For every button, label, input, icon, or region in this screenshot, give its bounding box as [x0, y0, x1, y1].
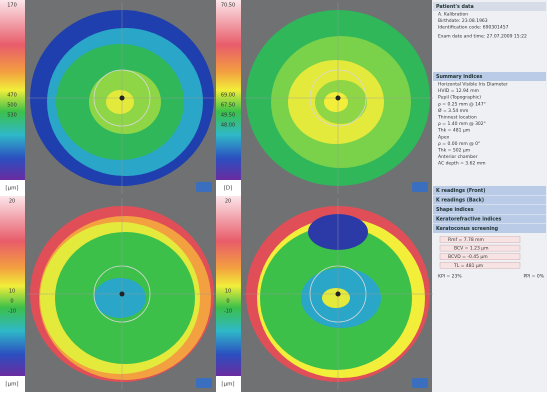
section-header[interactable]: [433, 2, 546, 11]
map-button[interactable]: [412, 182, 428, 192]
section-title: K readings (Front): [436, 188, 485, 194]
map-region: [106, 90, 134, 114]
info-line: Rmf = 7.78 mm: [448, 237, 484, 243]
section-header[interactable]: [433, 214, 546, 224]
screening-bar: [439, 236, 521, 243]
unit-box: [216, 180, 241, 196]
info-line: A. Kalibration: [438, 12, 468, 18]
footer-left: KPI = 23%: [438, 273, 462, 279]
scale-label: -10: [224, 309, 232, 315]
info-line: Thinnest location: [437, 115, 477, 121]
scale-label: 170: [7, 3, 17, 9]
color-scale: [0, 196, 25, 376]
map-panel: 20 10 0 -10 [µm]: [0, 196, 217, 392]
screening-bar: [439, 253, 521, 260]
scale-label: 70.50: [221, 3, 235, 9]
section-title: Keratorefractive indices: [436, 217, 501, 223]
unit-box: [0, 376, 25, 392]
info-line: HVID = 12.94 mm: [438, 88, 479, 94]
section-header[interactable]: [433, 195, 546, 205]
unit-box: [216, 376, 241, 392]
info-line: ρ = 0.25 mm @ 147°: [438, 101, 486, 107]
scale-label: 0: [10, 299, 13, 305]
scale-label: 48.00: [221, 123, 235, 129]
scale-label: 10: [9, 289, 15, 295]
section-header[interactable]: [433, 224, 546, 233]
scale-label: -10: [8, 309, 16, 315]
info-line: Anterior chamber: [438, 154, 478, 160]
scale-label: 500: [7, 103, 17, 109]
section-title: Summary indices: [436, 74, 482, 80]
section-title: Keratoconus screening: [436, 226, 499, 232]
info-line: TL = 481 µm: [453, 263, 483, 269]
map-region: [322, 288, 350, 308]
apex: [119, 95, 125, 101]
info-line: Ø = 3.54 mm: [438, 107, 468, 114]
map-panel: 20 10 0 -10 [µm]: [216, 196, 433, 392]
scale-unit: [µm]: [5, 186, 18, 192]
info-line: Pupil (Topographic): [438, 95, 481, 101]
info-line: Apex: [438, 134, 450, 140]
map-panel: 70.50 69.00 67.50 49.50 48.00 [D]: [216, 0, 433, 196]
info-line: Exam date and time: 27.07.2009 15:22: [438, 33, 527, 39]
scale-label: 10: [225, 289, 231, 295]
section-title: Patient's data: [436, 4, 474, 10]
map-button[interactable]: [196, 182, 212, 192]
info-line: Horizontal Visible Iris Diameter: [438, 82, 508, 88]
info-line: Thk = 481 µm: [437, 128, 470, 134]
section-header[interactable]: [433, 72, 546, 81]
color-scale: [0, 0, 25, 180]
apex: [335, 95, 341, 101]
color-scale: [216, 0, 241, 180]
scale-label: 530: [7, 113, 17, 119]
info-line: Birthdate: 23.08.1963: [438, 18, 488, 24]
scale-label: 67.50: [221, 103, 235, 109]
map-panel: 170 470 500 530 [µm]: [0, 0, 217, 196]
scale-label: 470: [7, 93, 17, 99]
info-line: ρ = 1.40 mm @ 302°: [438, 121, 486, 127]
scale-unit: [µm]: [221, 382, 234, 388]
map-button[interactable]: [412, 378, 428, 388]
screening-bar: [439, 244, 521, 252]
apex: [335, 291, 341, 297]
section-header[interactable]: [433, 205, 546, 214]
map-region: [94, 278, 146, 318]
section-title: Shape indices: [436, 207, 474, 213]
scale-label: 49.50: [221, 113, 235, 119]
section-title: K readings (Back): [436, 198, 484, 204]
info-line: BCV = 1.23 µm: [454, 246, 489, 252]
footer-right: PPI = 0%: [523, 273, 544, 279]
map-region: [324, 92, 348, 112]
info-line: BCVD = -0.45 µm: [448, 254, 488, 260]
scale-label: 69.00: [221, 93, 235, 99]
scale-label: 20: [225, 199, 231, 205]
scale-label: 0: [226, 299, 229, 305]
screening-bar: [439, 262, 521, 269]
unit-box: [0, 180, 25, 196]
color-scale: [216, 196, 241, 376]
scale-unit: [µm]: [5, 382, 18, 388]
section-header[interactable]: [433, 186, 546, 195]
info-line: Thk = 502 µm: [437, 148, 470, 154]
scale-unit: [D]: [224, 186, 233, 192]
info-line: ρ = 0.00 mm @ 0°: [438, 141, 480, 147]
map-button[interactable]: [196, 378, 212, 388]
scale-label: 20: [9, 199, 15, 205]
info-line: AC depth = 3.62 mm: [438, 161, 486, 167]
apex: [119, 291, 125, 297]
info-line: Identification code: 690301457: [438, 25, 509, 31]
